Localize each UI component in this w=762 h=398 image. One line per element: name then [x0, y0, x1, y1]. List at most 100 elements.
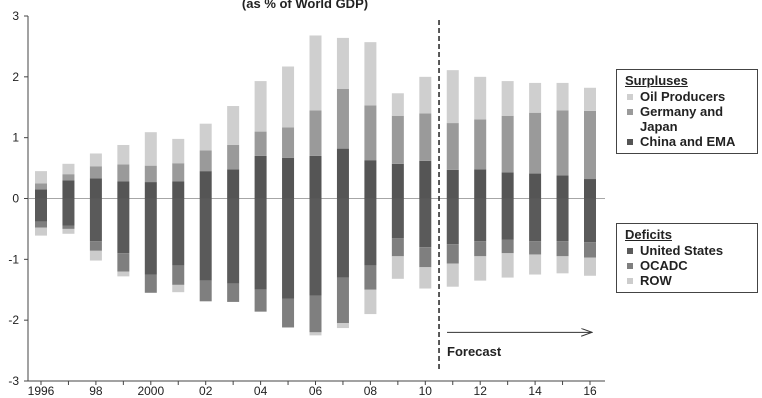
bar-ocadc [35, 221, 47, 228]
bar-china-and-ema [584, 179, 596, 199]
bar-germany-and-japan [309, 110, 322, 156]
bar-ocadc [419, 247, 432, 268]
y-tick-label: 2 [12, 70, 19, 84]
bar-ocadc [199, 280, 212, 302]
bar-united-states [364, 198, 377, 266]
forecast-label: Forecast [447, 344, 502, 359]
x-tick-label: 1996 [28, 384, 55, 398]
legend-swatch-ocadc [627, 263, 633, 269]
legend-swatch-oil-producers [627, 94, 633, 100]
bar-united-states [62, 198, 75, 226]
legend-surpluses-heading: Surpluses [625, 73, 688, 88]
x-tick-label: 16 [583, 384, 597, 398]
bar-row [62, 228, 75, 234]
bar-united-states [117, 198, 130, 254]
bar-united-states [584, 198, 596, 243]
bar-ocadc [556, 241, 569, 257]
bar-china-and-ema [336, 148, 349, 199]
chart-title: (as % of World GDP) [241, 0, 369, 11]
bar-ocadc [391, 238, 404, 257]
bar-united-states [199, 198, 212, 281]
legend-item-united-states: United States [625, 243, 751, 258]
bar-germany-and-japan [89, 166, 102, 179]
bar-oil-producers [309, 35, 322, 111]
legend-item-ocadc: OCADC [625, 258, 751, 273]
bar-oil-producers [144, 132, 157, 166]
bar-ocadc [529, 241, 542, 255]
bar-china-and-ema [62, 180, 75, 199]
bar-ocadc [172, 265, 185, 285]
legend-swatch-united-states [627, 248, 633, 254]
bar-oil-producers [62, 163, 75, 175]
x-tick-label: 2000 [137, 384, 164, 398]
bar-ocadc [309, 295, 322, 333]
y-tick-label: -1 [8, 252, 19, 266]
x-tick-label: 10 [419, 384, 433, 398]
bar-china-and-ema [282, 157, 295, 199]
bar-row [309, 332, 322, 336]
bar-germany-and-japan [501, 115, 514, 173]
bar-row [446, 263, 459, 287]
bar-china-and-ema [556, 175, 569, 199]
bar-germany-and-japan [529, 112, 542, 174]
bar-united-states [172, 198, 185, 266]
bar-oil-producers [419, 76, 432, 114]
bar-ocadc [144, 274, 157, 293]
legend-label-row: ROW [640, 273, 672, 288]
bar-china-and-ema [35, 189, 47, 199]
bar-oil-producers [117, 144, 130, 165]
legend-swatch-china-ema [627, 139, 633, 145]
bar-oil-producers [391, 93, 404, 116]
bar-oil-producers [364, 42, 377, 106]
bar-germany-and-japan [584, 110, 596, 180]
bar-germany-and-japan [419, 113, 432, 161]
bar-china-and-ema [199, 171, 212, 199]
bar-germany-and-japan [391, 115, 404, 164]
bar-ocadc [254, 289, 267, 312]
bar-china-and-ema [172, 181, 185, 199]
bar-row [172, 284, 185, 293]
bar-ocadc [474, 241, 487, 257]
y-tick-label: -3 [8, 374, 19, 388]
bar-united-states [556, 198, 569, 242]
y-tick-label: 1 [12, 131, 19, 145]
bar-china-and-ema [144, 182, 157, 199]
x-tick-label: 06 [309, 384, 323, 398]
bar-germany-and-japan [336, 89, 349, 149]
bar-china-and-ema [89, 178, 102, 199]
bar-united-states [501, 198, 514, 240]
bar-germany-and-japan [199, 150, 212, 172]
bar-oil-producers [35, 171, 47, 184]
x-tick-label: 02 [199, 384, 213, 398]
bar-ocadc [584, 242, 596, 258]
bar-china-and-ema [227, 169, 240, 199]
x-tick-label: 04 [254, 384, 268, 398]
bar-ocadc [336, 277, 349, 324]
bar-oil-producers [584, 87, 596, 111]
bar-united-states [35, 198, 47, 222]
bar-ocadc [364, 265, 377, 290]
bar-ocadc [62, 225, 75, 229]
legend-label-united-states: United States [640, 243, 724, 258]
bar-united-states [391, 198, 404, 239]
bar-germany-and-japan [282, 127, 295, 158]
bar-germany-and-japan [172, 163, 185, 182]
bar-row [556, 256, 569, 274]
legend-swatch-germany-japan [627, 109, 633, 115]
bar-china-and-ema [364, 160, 377, 199]
x-tick-label: 98 [89, 384, 103, 398]
bar-germany-and-japan [62, 174, 75, 181]
bar-germany-and-japan [144, 165, 157, 183]
bar-china-and-ema [474, 169, 487, 199]
legend-item-germany-japan: Germany and Japan [625, 104, 751, 134]
legend-deficits: Deficits United States OCADC ROW [616, 223, 758, 293]
bar-germany-and-japan [227, 144, 240, 170]
bar-oil-producers [89, 153, 102, 167]
bar-united-states [254, 198, 267, 290]
bar-row [391, 256, 404, 279]
bar-ocadc [282, 298, 295, 328]
legend-label-china-ema: China and EMA [640, 134, 736, 149]
bar-china-and-ema [501, 172, 514, 199]
bar-oil-producers [529, 82, 542, 113]
legend-swatch-row [627, 278, 633, 284]
